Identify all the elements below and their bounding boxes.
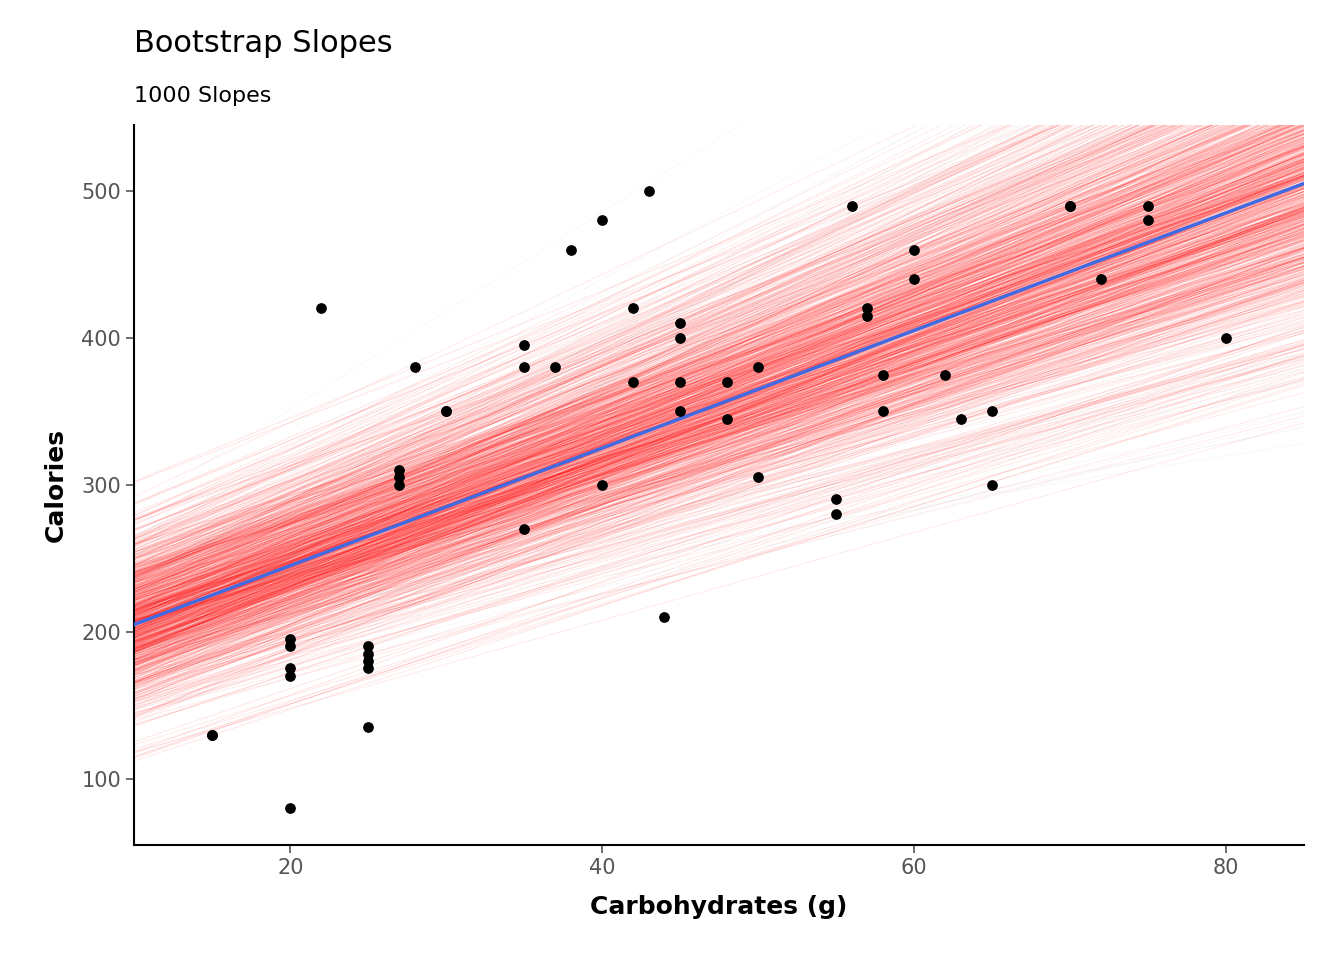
Point <box>1137 198 1159 213</box>
Point <box>1090 272 1111 287</box>
Point <box>310 300 332 316</box>
Point <box>560 242 582 257</box>
Point <box>405 360 426 375</box>
Point <box>202 727 223 742</box>
Point <box>591 212 613 228</box>
Point <box>435 403 457 419</box>
Point <box>513 360 535 375</box>
Point <box>622 374 644 390</box>
Point <box>638 183 660 199</box>
Point <box>388 469 410 485</box>
Text: 1000 Slopes: 1000 Slopes <box>134 85 271 106</box>
Point <box>856 300 878 316</box>
Point <box>358 660 379 676</box>
Point <box>872 403 894 419</box>
Point <box>903 242 925 257</box>
Point <box>1137 212 1159 228</box>
Point <box>981 477 1003 492</box>
Point <box>653 610 675 625</box>
Point <box>622 300 644 316</box>
Point <box>716 374 738 390</box>
Point <box>1059 198 1081 213</box>
Point <box>280 801 301 816</box>
Point <box>544 360 566 375</box>
Point <box>669 374 691 390</box>
Point <box>358 646 379 661</box>
Point <box>435 403 457 419</box>
Point <box>825 492 847 507</box>
Point <box>825 507 847 522</box>
Point <box>872 367 894 382</box>
Point <box>358 720 379 735</box>
Point <box>669 403 691 419</box>
Point <box>280 660 301 676</box>
Point <box>1215 330 1236 346</box>
Point <box>841 198 863 213</box>
Point <box>513 521 535 537</box>
X-axis label: Carbohydrates (g): Carbohydrates (g) <box>590 895 848 919</box>
Point <box>903 272 925 287</box>
Point <box>591 477 613 492</box>
Point <box>388 477 410 492</box>
Text: Bootstrap Slopes: Bootstrap Slopes <box>134 29 392 58</box>
Point <box>280 638 301 654</box>
Point <box>513 338 535 353</box>
Point <box>669 316 691 331</box>
Point <box>981 403 1003 419</box>
Point <box>716 411 738 426</box>
Point <box>1059 198 1081 213</box>
Point <box>280 632 301 647</box>
Point <box>358 654 379 669</box>
Point <box>747 469 769 485</box>
Point <box>950 411 972 426</box>
Point <box>202 727 223 742</box>
Point <box>669 330 691 346</box>
Point <box>358 638 379 654</box>
Point <box>747 360 769 375</box>
Point <box>388 463 410 478</box>
Point <box>280 668 301 684</box>
Y-axis label: Calories: Calories <box>43 428 67 541</box>
Point <box>856 308 878 324</box>
Point <box>934 367 956 382</box>
